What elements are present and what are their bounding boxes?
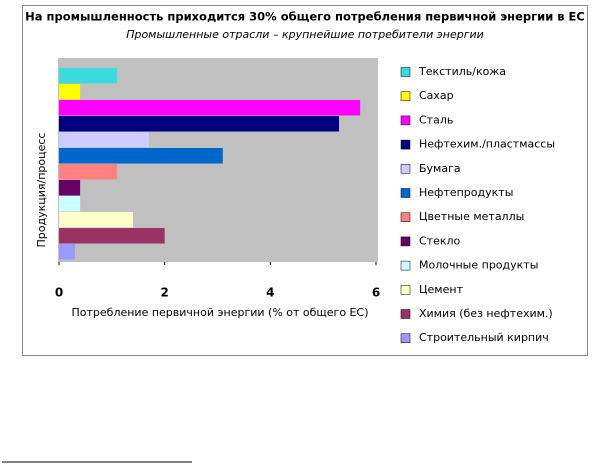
- legend-swatch: [400, 139, 411, 150]
- bar: [59, 212, 133, 228]
- legend-label: Нефтехим./пластмассы: [419, 138, 555, 151]
- legend-swatch: [400, 212, 411, 222]
- legend-swatch: [400, 67, 411, 77]
- chart-title: На промышленность приходится 30% общего …: [25, 10, 585, 24]
- bar: [59, 100, 361, 116]
- bar: [59, 164, 118, 180]
- legend-label: Сталь: [419, 113, 453, 126]
- x-tick-label: 4: [266, 286, 274, 300]
- legend-swatch: [400, 285, 411, 295]
- x-tick-label: 6: [372, 286, 380, 300]
- legend-label: Молочные продукты: [419, 259, 538, 272]
- legend-swatch: [400, 115, 411, 126]
- legend-label: Бумага: [419, 162, 461, 175]
- legend-label: Нефтепродукты: [419, 186, 513, 199]
- legend-swatch: [400, 309, 411, 319]
- legend-swatch: [400, 260, 411, 271]
- bar: [59, 228, 165, 244]
- y-axis-label: Продукция/процесс: [35, 133, 48, 248]
- legend-swatch: [400, 333, 411, 343]
- legend-swatch: [400, 164, 411, 174]
- legend-label: Цветные металлы: [419, 210, 524, 223]
- bar: [59, 244, 75, 260]
- x-tick-label: 0: [55, 286, 63, 300]
- legend-label: Химия (без нефтехим.): [419, 307, 553, 320]
- bar: [59, 132, 149, 148]
- bar: [59, 84, 81, 100]
- legend-swatch: [400, 236, 411, 247]
- legend-swatch: [400, 91, 411, 101]
- bar: [59, 68, 118, 84]
- bar: [59, 116, 340, 132]
- legend-label: Цемент: [419, 283, 464, 296]
- legend-label: Текстиль/кожа: [418, 65, 506, 78]
- x-axis-label: Потребление первичной энергии (% от обще…: [72, 306, 369, 319]
- chart-subtitle: Промышленные отрасли – крупнейшие потреб…: [126, 28, 484, 41]
- legend-label: Сахар: [419, 89, 454, 102]
- legend-label: Стекло: [419, 234, 461, 247]
- bar: [59, 148, 223, 164]
- x-tick-label: 2: [160, 286, 168, 300]
- legend-swatch: [400, 188, 411, 198]
- bar: [59, 180, 81, 196]
- legend-label: Строительный кирпич: [419, 331, 549, 344]
- bar: [59, 196, 81, 212]
